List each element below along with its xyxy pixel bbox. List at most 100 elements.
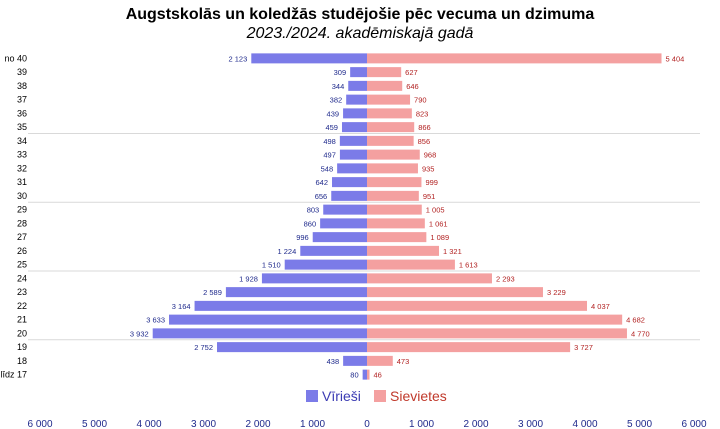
- data-label-male: 1 510: [262, 261, 281, 270]
- bar-male: [348, 80, 367, 91]
- data-label-female: 790: [414, 96, 427, 105]
- bar-male: [194, 300, 367, 311]
- data-label-male: 2 123: [229, 54, 248, 63]
- bar-female: [367, 67, 402, 78]
- data-label-female: 951: [423, 192, 436, 201]
- y-tick-label: līdz 17: [0, 370, 27, 380]
- bar-male: [339, 135, 367, 146]
- x-tick-label: 1 000: [300, 419, 325, 429]
- x-tick-label: 2 000: [463, 419, 488, 429]
- data-label-male: 344: [332, 82, 345, 91]
- data-label-male: 439: [327, 109, 340, 118]
- bar-male: [217, 342, 367, 353]
- data-label-male: 2 752: [194, 343, 213, 352]
- data-label-female: 1 061: [429, 219, 448, 228]
- data-label-male: 1 224: [278, 247, 297, 256]
- data-label-female: 1 321: [443, 247, 462, 256]
- x-tick-label: 5 000: [627, 419, 652, 429]
- data-label-male: 3 633: [146, 316, 165, 325]
- bar-female: [367, 355, 393, 366]
- x-tick-label: 6 000: [27, 419, 52, 429]
- data-label-female: 866: [418, 123, 431, 132]
- data-label-female: 2 293: [496, 274, 515, 283]
- data-label-female: 1 613: [459, 261, 478, 270]
- bar-female: [367, 204, 422, 215]
- data-label-female: 473: [397, 357, 410, 366]
- x-tick-label: 3 000: [191, 419, 216, 429]
- y-tick-label: 22: [17, 301, 27, 311]
- bar-male: [346, 94, 367, 105]
- data-label-male: 996: [296, 233, 309, 242]
- bar-male: [300, 245, 367, 256]
- bar-male: [341, 122, 367, 133]
- data-label-male: 803: [307, 206, 320, 215]
- data-label-female: 823: [416, 109, 429, 118]
- legend-swatch-male: [306, 390, 318, 402]
- bar-male: [332, 177, 367, 188]
- data-label-male: 1 928: [239, 274, 258, 283]
- bar-male: [312, 232, 367, 243]
- y-tick-label: 29: [17, 205, 27, 215]
- data-label-male: 860: [304, 219, 317, 228]
- chart-title: Augstskolās un koledžās studējošie pēc v…: [125, 6, 595, 23]
- bar-female: [367, 245, 439, 256]
- legend-label-female: Sievietes: [390, 388, 447, 404]
- x-tick-label: 3 000: [518, 419, 543, 429]
- y-tick-label: 28: [17, 218, 27, 228]
- data-label-female: 627: [405, 68, 418, 77]
- data-label-male: 3 932: [130, 329, 149, 338]
- x-tick-label: 1 000: [409, 419, 434, 429]
- data-label-male: 438: [327, 357, 340, 366]
- data-label-male: 459: [325, 123, 338, 132]
- bar-female: [367, 108, 412, 119]
- x-tick-label: 5 000: [82, 419, 107, 429]
- bar-female: [367, 122, 415, 133]
- data-label-female: 5 404: [666, 54, 685, 63]
- y-tick-label: 35: [17, 122, 27, 132]
- bar-female: [367, 342, 571, 353]
- y-tick-label: 20: [17, 328, 27, 338]
- y-tick-label: 32: [17, 163, 27, 173]
- data-label-female: 1 089: [430, 233, 449, 242]
- bar-male: [350, 67, 367, 78]
- bar-male: [152, 328, 367, 339]
- bar-male: [251, 53, 367, 64]
- bar-female: [367, 273, 492, 284]
- y-tick-label: 33: [17, 150, 27, 160]
- bar-female: [367, 259, 455, 270]
- x-tick-label: 2 000: [245, 419, 270, 429]
- bar-female: [367, 149, 420, 160]
- data-label-female: 935: [422, 164, 435, 173]
- bar-female: [367, 328, 627, 339]
- data-label-male: 498: [323, 137, 336, 146]
- bar-female: [367, 232, 427, 243]
- data-label-female: 46: [374, 371, 382, 380]
- bar-female: [367, 163, 418, 174]
- data-label-male: 309: [334, 68, 347, 77]
- bar-male: [362, 369, 367, 380]
- y-tick-label: 39: [17, 67, 27, 77]
- y-tick-label: no 40: [4, 53, 27, 63]
- data-label-female: 856: [418, 137, 431, 146]
- bar-male: [343, 355, 367, 366]
- chart-subtitle: 2023./2024. akadēmiskajā gadā: [246, 25, 474, 42]
- data-label-female: 999: [425, 178, 438, 187]
- data-label-male: 642: [315, 178, 328, 187]
- y-tick-label: 27: [17, 232, 27, 242]
- bar-male: [169, 314, 367, 325]
- y-tick-label: 34: [17, 136, 27, 146]
- bar-female: [367, 94, 411, 105]
- data-label-male: 2 589: [203, 288, 222, 297]
- bar-male: [337, 163, 367, 174]
- bar-female: [367, 300, 588, 311]
- bar-male: [225, 287, 367, 298]
- data-label-male: 656: [315, 192, 328, 201]
- x-tick-label: 6 000: [681, 419, 706, 429]
- y-tick-label: 23: [17, 287, 27, 297]
- legend-swatch-female: [374, 390, 386, 402]
- data-label-female: 4 037: [591, 302, 610, 311]
- data-label-female: 4 770: [631, 329, 650, 338]
- data-label-male: 3 164: [172, 302, 191, 311]
- y-tick-label: 24: [17, 273, 27, 283]
- bar-female: [367, 135, 414, 146]
